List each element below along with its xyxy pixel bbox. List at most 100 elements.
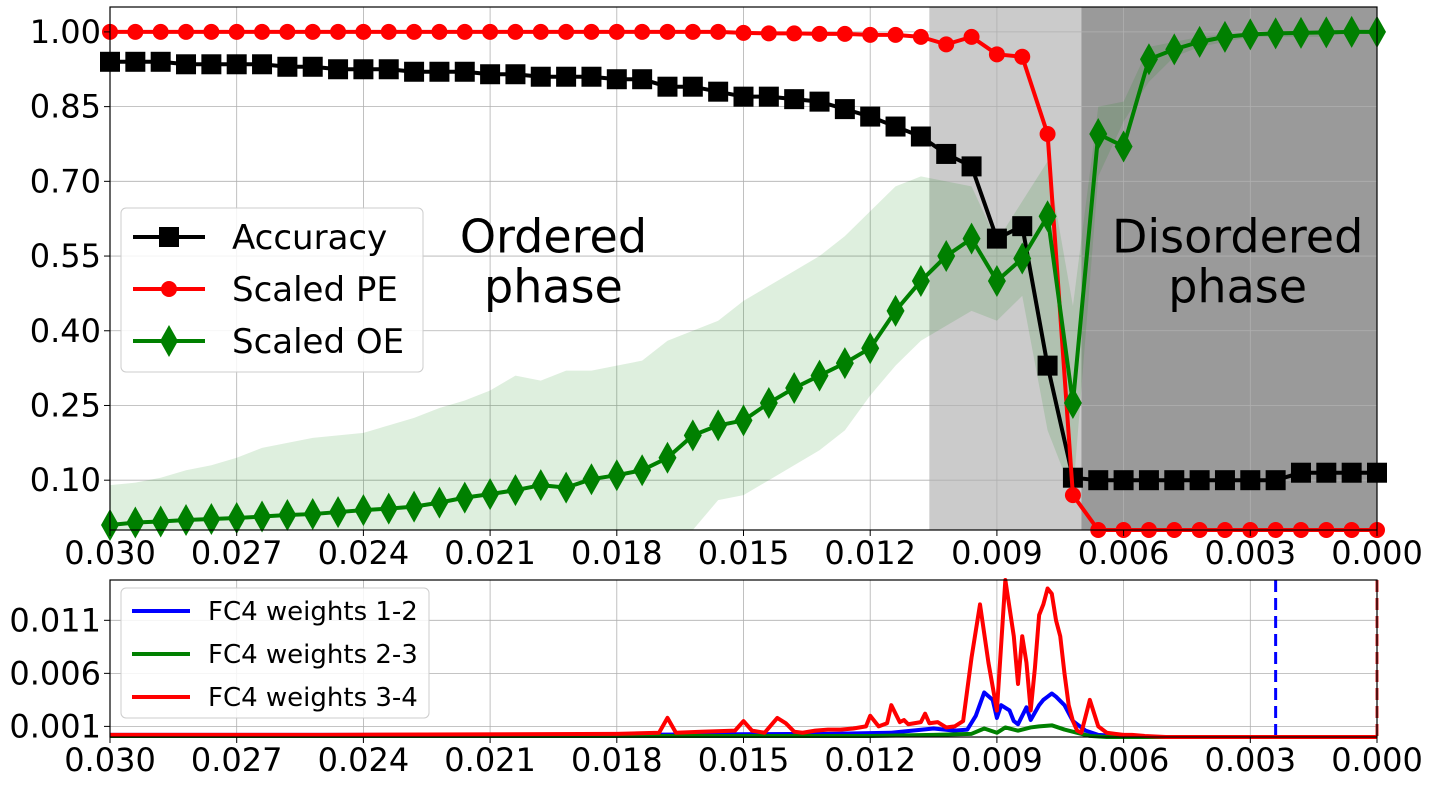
data-point-accuracy xyxy=(986,228,1007,249)
top-x-tick-label: 0.009 xyxy=(951,534,1043,572)
scaled-oe-band xyxy=(110,31,1377,531)
data-point-accuracy xyxy=(708,81,729,102)
data-point-accuracy xyxy=(961,156,982,177)
phase-label: Disordered xyxy=(1112,210,1363,264)
data-point-scaled-oe xyxy=(633,454,652,487)
bottom-x-tick-label: 0.018 xyxy=(571,741,663,779)
series-accuracy xyxy=(100,51,1387,491)
bottom-y-tick-label: 0.006 xyxy=(9,654,101,692)
data-point-scaled-pe xyxy=(1039,126,1056,143)
top-axes-frame xyxy=(109,6,1378,531)
data-point-scaled-oe xyxy=(1317,16,1336,49)
data-point-scaled-pe xyxy=(558,23,575,40)
top-ticks: 0.030 0.027 0.024 0.021 0.018 0.015 0.012 0.009… xyxy=(30,13,1423,572)
top-x-tick-label: 0.000 xyxy=(1331,534,1423,572)
top-x-tick-label: 0.030 xyxy=(64,534,156,572)
phase-label: phase xyxy=(484,260,623,314)
data-point-scaled-oe xyxy=(810,359,829,392)
bottom-x-tick-label: 0.024 xyxy=(318,741,410,779)
data-point-accuracy xyxy=(1240,470,1261,491)
data-point-scaled-oe xyxy=(506,474,525,507)
data-point-accuracy xyxy=(834,99,855,120)
data-point-scaled-pe xyxy=(786,25,803,42)
data-point-scaled-pe xyxy=(684,23,701,40)
top-y-tick-label: 0.10 xyxy=(30,461,101,499)
data-point-accuracy xyxy=(758,86,779,107)
top-x-tick-label: 0.003 xyxy=(1204,534,1296,572)
top-legend: Accuracy Scaled PE Scaled OE xyxy=(120,207,424,373)
data-point-scaled-oe xyxy=(582,463,601,496)
bottom-axes-frame xyxy=(109,579,1378,738)
data-point-scaled-oe xyxy=(835,347,854,380)
data-point-scaled-oe xyxy=(759,386,778,419)
data-point-scaled-pe xyxy=(1014,48,1031,65)
data-point-accuracy xyxy=(1088,470,1109,491)
data-point-scaled-oe xyxy=(1342,15,1361,48)
legend-label-accuracy: Accuracy xyxy=(232,218,387,258)
top-x-tick-label: 0.015 xyxy=(698,534,790,572)
data-point-scaled-pe xyxy=(735,24,752,41)
data-point-scaled-oe xyxy=(455,481,474,514)
data-point-accuracy xyxy=(657,76,678,97)
data-point-accuracy xyxy=(1164,470,1185,491)
data-point-scaled-pe xyxy=(1064,487,1081,504)
data-point-accuracy xyxy=(328,59,349,80)
bottom-x-tick-label: 0.015 xyxy=(698,741,790,779)
data-point-scaled-oe xyxy=(1038,200,1057,233)
data-point-scaled-oe xyxy=(430,486,449,519)
phase-region-1 xyxy=(1081,7,1377,530)
top-y-tick-label: 0.55 xyxy=(30,237,101,275)
legend-frame xyxy=(120,207,424,373)
data-point-accuracy xyxy=(910,126,931,147)
data-point-scaled-oe xyxy=(1241,18,1260,51)
data-point-scaled-oe xyxy=(962,222,981,255)
data-point-scaled-pe xyxy=(988,46,1005,63)
data-point-accuracy xyxy=(226,54,247,75)
data-point-scaled-oe xyxy=(481,478,500,511)
data-point-scaled-oe xyxy=(202,503,221,536)
data-point-scaled-pe xyxy=(938,36,955,53)
legend-marker-scaled-oe xyxy=(160,325,178,357)
data-point-accuracy xyxy=(1138,470,1159,491)
data-point-accuracy xyxy=(1113,470,1134,491)
data-point-scaled-pe xyxy=(178,23,195,40)
data-point-accuracy xyxy=(682,76,703,97)
bottom-ticks: 0.030 0.027 0.024 0.021 0.018 0.015 0.012 0.009… xyxy=(9,601,1422,779)
data-point-scaled-pe xyxy=(380,23,397,40)
data-point-accuracy xyxy=(809,91,830,112)
data-point-scaled-oe xyxy=(785,372,804,405)
data-point-scaled-oe xyxy=(1063,386,1082,419)
data-point-scaled-oe xyxy=(1215,20,1234,53)
data-point-accuracy xyxy=(378,59,399,80)
data-point-scaled-oe xyxy=(278,499,297,532)
data-point-scaled-pe xyxy=(203,23,220,40)
data-point-scaled-oe xyxy=(329,496,348,529)
data-point-scaled-oe xyxy=(1190,25,1209,58)
series-line-fc4-weights-3-4 xyxy=(110,578,1377,739)
bottom-series xyxy=(110,578,1377,739)
top-y-tick-label: 0.40 xyxy=(30,312,101,350)
data-point-accuracy xyxy=(353,59,374,80)
data-point-scaled-pe xyxy=(583,23,600,40)
data-point-scaled-pe xyxy=(330,23,347,40)
data-point-accuracy xyxy=(201,54,222,75)
top-y-tick-label: 1.00 xyxy=(30,13,101,51)
data-point-accuracy xyxy=(454,61,475,82)
data-point-accuracy xyxy=(150,51,171,72)
data-point-accuracy xyxy=(860,106,881,127)
bottom-x-tick-label: 0.000 xyxy=(1331,741,1423,779)
data-point-accuracy xyxy=(784,89,805,110)
top-x-tick-label: 0.012 xyxy=(824,534,916,572)
bottom-y-tick-label: 0.001 xyxy=(9,707,101,745)
data-point-scaled-oe xyxy=(1266,17,1285,50)
data-point-accuracy xyxy=(1290,462,1311,483)
data-point-scaled-pe xyxy=(127,23,144,40)
data-point-accuracy xyxy=(936,143,957,164)
data-point-scaled-oe xyxy=(177,504,196,537)
data-point-scaled-oe xyxy=(557,471,576,504)
data-point-accuracy xyxy=(480,64,501,85)
data-point-scaled-oe xyxy=(1114,130,1133,163)
